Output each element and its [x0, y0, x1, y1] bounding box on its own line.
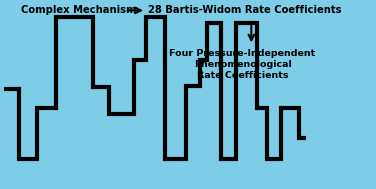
Text: 28 Bartis-Widom Rate Coefficients: 28 Bartis-Widom Rate Coefficients [148, 5, 341, 15]
Text: Complex Mechanism: Complex Mechanism [21, 5, 136, 15]
Text: Four Pressure-Independent
Phenomenological
Rate Coefficients: Four Pressure-Independent Phenomenologic… [170, 49, 316, 80]
